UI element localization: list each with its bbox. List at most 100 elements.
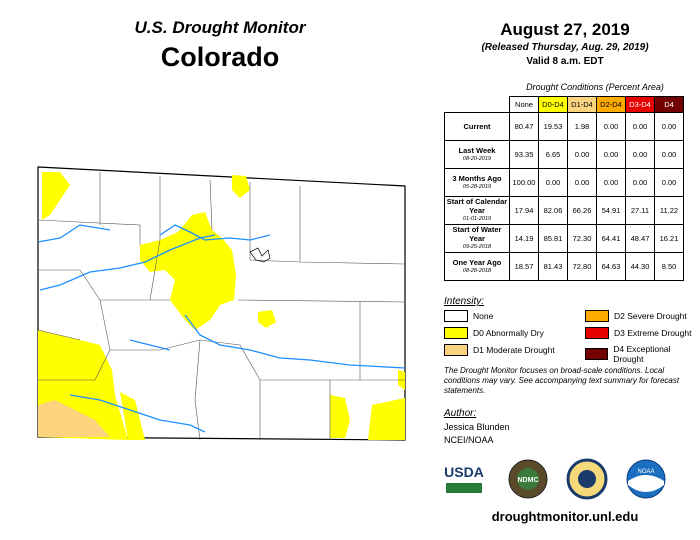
table-row: One Year Ago 08-28-2018 18.57 81.43 72.80 64.… <box>444 252 684 281</box>
column-header: D4 <box>654 96 684 113</box>
percent-cell: 93.35 <box>509 140 539 169</box>
legend-item: D0 Abnormally Dry <box>444 327 544 339</box>
row-label: Start of Calendar Year 01-01-2019 <box>444 196 510 225</box>
legend-item: D3 Extreme Drought <box>585 327 691 339</box>
legend-label: D1 Moderate Drought <box>473 345 555 355</box>
legend-title: Intensity: <box>444 296 485 307</box>
percent-cell: 81.43 <box>538 252 568 281</box>
percent-cell: 64.41 <box>596 224 626 253</box>
logo-noaa-text: NOAA <box>637 469 654 475</box>
author-title: Author: <box>444 408 477 419</box>
column-header: None <box>509 96 539 113</box>
table-row: 3 Months Ago 05-28-2019 100.00 0.00 0.00 0.00… <box>444 168 684 197</box>
legend-label: D0 Abnormally Dry <box>473 328 544 338</box>
percent-cell: 0.00 <box>567 140 597 169</box>
column-header: D3-D4 <box>625 96 655 113</box>
row-name: 3 Months Ago <box>452 173 502 183</box>
legend-label: D3 Extreme Drought <box>614 328 692 338</box>
row-date: 09-25-2018 <box>462 244 492 250</box>
percent-cell: 18.57 <box>509 252 539 281</box>
percent-cell: 0.00 <box>654 168 684 197</box>
row-date: 08-28-2018 <box>462 267 492 274</box>
percent-cell: 44.30 <box>625 252 655 281</box>
table-row: Current 80.47 19.53 1.98 0.00 0.00 0.00 <box>444 112 684 141</box>
table-row: Start of Water Year 09-25-2018 14.19 85.81 7… <box>444 224 684 253</box>
percent-cell: 66.26 <box>567 196 597 225</box>
percent-cell: 0.00 <box>654 112 684 141</box>
column-header: D0-D4 <box>538 96 568 113</box>
author-org: NCEI/NOAA <box>444 435 494 445</box>
legend-label: None <box>473 311 494 321</box>
legend-swatch <box>585 310 609 322</box>
legend-label: D4 Exceptional Drought <box>613 344 671 364</box>
map <box>37 166 406 441</box>
table-row: Start of Calendar Year 01-01-2019 17.94 82.… <box>444 196 684 225</box>
logo-ndmc-inner <box>517 468 539 490</box>
url[interactable]: droughtmonitor.unl.edu <box>491 509 639 524</box>
row-label: One Year Ago 08-28-2018 <box>444 252 510 281</box>
row-name: One Year Ago <box>452 257 502 267</box>
percent-cell: 100.00 <box>509 168 539 197</box>
conditions-table: None D0-D4 D1-D4 D2-D4 D3-D4 D4 Current 80.47 19… <box>444 96 684 281</box>
percent-cell: 0.00 <box>625 140 655 169</box>
row-label: Start of Water Year 09-25-2018 <box>444 224 510 253</box>
percent-cell: 72.80 <box>567 252 597 281</box>
row-name: Current <box>463 122 491 131</box>
table-caption: Drought Conditions (Percent Area) <box>526 82 664 92</box>
column-header: D1-D4 <box>567 96 597 113</box>
corner <box>445 97 510 113</box>
row-date: 01-01-2019 <box>462 216 492 222</box>
percent-cell: 11.22 <box>654 196 684 225</box>
row-label: 3 Months Ago 05-28-2019 <box>444 168 510 197</box>
percent-cell: 85.81 <box>538 224 568 253</box>
percent-cell: 27.11 <box>625 196 655 225</box>
percent-cell: 19.53 <box>538 112 568 141</box>
map-date: August 27, 2019 <box>500 20 630 39</box>
percent-cell: 0.00 <box>625 168 655 197</box>
percent-cell: 0.00 <box>625 112 655 141</box>
percent-cell: 48.47 <box>625 224 655 253</box>
legend-swatch <box>444 327 468 339</box>
logo-usdc-inner <box>578 470 596 488</box>
title: U.S. Drought Monitor <box>134 18 306 37</box>
percent-cell: 1.98 <box>567 112 597 141</box>
legend-swatch <box>444 310 468 322</box>
percent-cell: 0.00 <box>596 112 626 141</box>
percent-cell: 0.00 <box>596 140 626 169</box>
percent-cell: 80.47 <box>509 112 539 141</box>
row-date: 05-28-2019 <box>462 183 492 190</box>
legend-label: D2 Severe Drought <box>614 311 687 321</box>
percent-cell: 0.00 <box>538 168 568 197</box>
row-name: Start of Water Year <box>452 225 502 243</box>
row-label: Current <box>444 112 510 141</box>
column-header: D2-D4 <box>596 96 626 113</box>
row-label: Last Week 08-20-2019 <box>444 140 510 169</box>
logo-noaa-bird <box>628 475 664 492</box>
note: The Drought Monitor focuses on broad-sca… <box>444 366 680 395</box>
release-date: (Released Thursday, Aug. 29, 2019) <box>481 42 649 53</box>
table-row: Last Week 08-20-2019 93.35 6.65 0.00 0.00 0.00… <box>444 140 684 169</box>
percent-cell: 8.50 <box>654 252 684 281</box>
author-name: Jessica Blunden <box>444 422 510 432</box>
percent-cell: 72.30 <box>567 224 597 253</box>
legend-item: D4 Exceptional Drought <box>585 344 700 364</box>
legend-item: None <box>444 310 493 322</box>
row-date: 08-20-2019 <box>462 155 492 162</box>
percent-cell: 6.65 <box>538 140 568 169</box>
percent-cell: 0.00 <box>654 140 684 169</box>
valid-time: Valid 8 a.m. EDT <box>526 56 604 67</box>
percent-cell: 64.63 <box>596 252 626 281</box>
percent-cell: 54.91 <box>596 196 626 225</box>
percent-cell: 14.19 <box>509 224 539 253</box>
row-name: Start of Calendar Year <box>446 197 508 215</box>
percent-cell: 17.94 <box>509 196 539 225</box>
percent-cell: 16.21 <box>654 224 684 253</box>
logos: USDA NDMC NOAA <box>444 458 666 500</box>
row-name: Last Week <box>458 145 496 155</box>
legend-swatch <box>585 327 609 339</box>
percent-cell: 0.00 <box>596 168 626 197</box>
logo-usda-band <box>446 483 482 493</box>
legend-item: D2 Severe Drought <box>585 310 687 322</box>
logo-ndmc-text: NDMC <box>518 477 539 484</box>
